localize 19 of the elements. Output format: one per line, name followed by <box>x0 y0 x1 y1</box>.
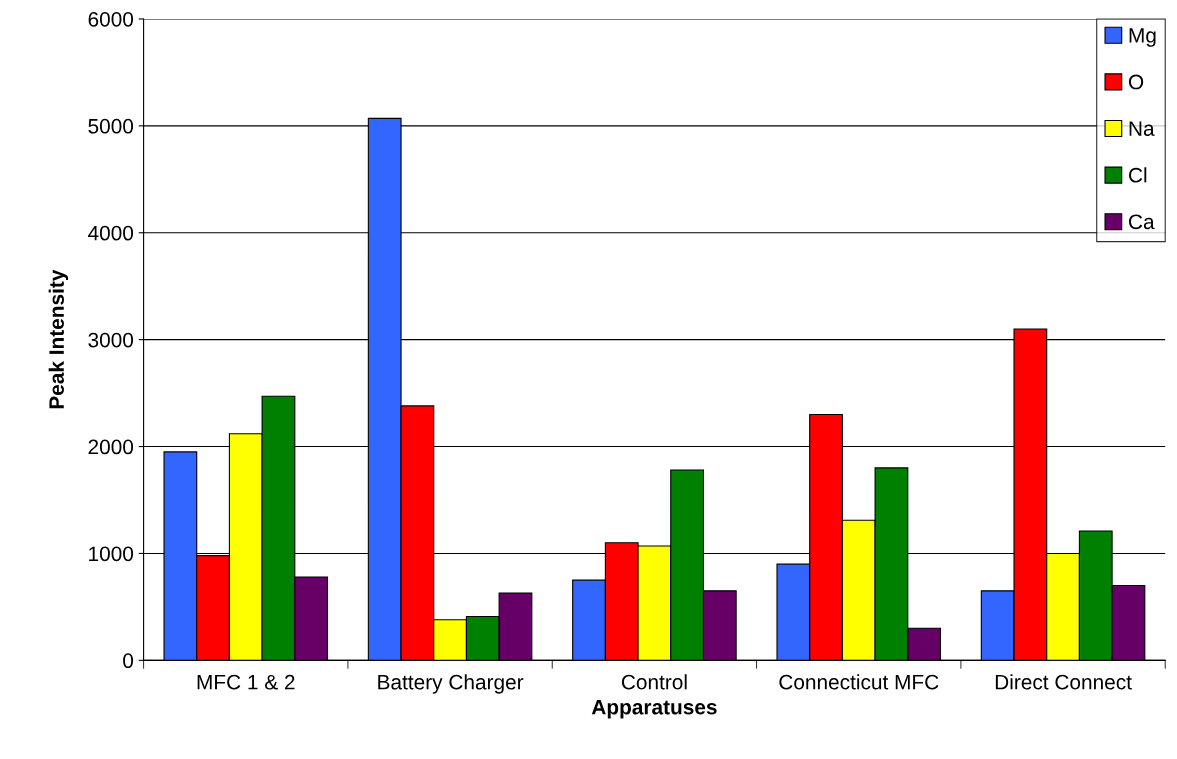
y-tick-label: 2000 <box>88 439 134 455</box>
legend-label: Mg <box>1129 28 1156 47</box>
y-tick-label: 0 <box>123 653 134 669</box>
legend-label: O <box>1128 74 1144 90</box>
y-tick-label: 6000 <box>88 11 134 27</box>
y-tick-label: 5000 <box>88 118 134 134</box>
x-tick-label: Battery Charger <box>378 674 524 694</box>
x-tick-label: MFC 1 & 2 <box>197 674 295 690</box>
x-tick-label: Control <box>621 674 687 690</box>
y-tick-label: 1000 <box>89 546 134 562</box>
x-tick-label: Direct Connect <box>995 674 1132 690</box>
y-tick-label: 4000 <box>88 225 134 241</box>
x-axis-title: Apparatuses <box>591 699 717 719</box>
y-tick-label: 3000 <box>88 332 134 348</box>
legend-label: Ca <box>1129 214 1155 230</box>
legend-label: Na <box>1129 121 1155 136</box>
y-axis-title: Peak Intensity <box>48 269 69 409</box>
x-tick-label: Connecticut MFC <box>779 674 939 690</box>
legend-label: Cl <box>1129 167 1147 183</box>
